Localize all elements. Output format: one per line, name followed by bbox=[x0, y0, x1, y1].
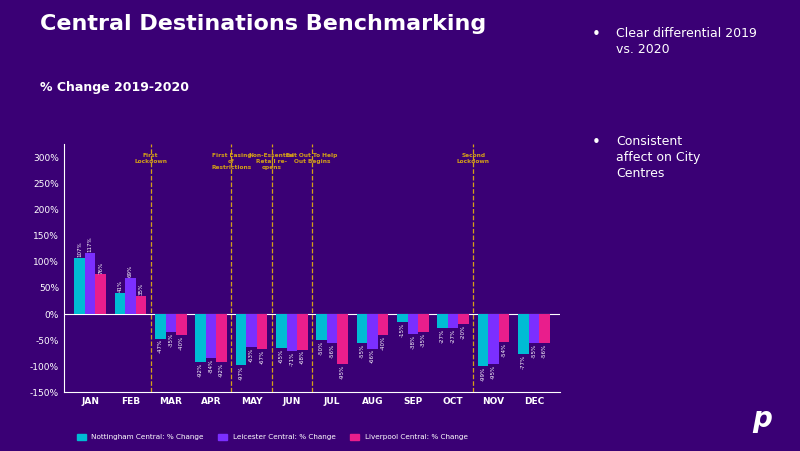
Text: Clear differential 2019
vs. 2020: Clear differential 2019 vs. 2020 bbox=[616, 27, 757, 56]
Text: -66%: -66% bbox=[370, 349, 375, 364]
Legend: Nottingham Central: % Change, Leicester Central: % Change, Liverpool Central: % : Nottingham Central: % Change, Leicester … bbox=[74, 431, 470, 443]
Text: -55%: -55% bbox=[359, 344, 365, 358]
Text: -35%: -35% bbox=[421, 333, 426, 347]
Text: -84%: -84% bbox=[209, 359, 214, 373]
Text: -40%: -40% bbox=[381, 336, 386, 350]
Text: -56%: -56% bbox=[330, 344, 334, 358]
Text: -95%: -95% bbox=[491, 364, 496, 378]
Bar bbox=[276, 314, 286, 348]
Text: Non-Essential
Retail re-
opens: Non-Essential Retail re- opens bbox=[249, 153, 294, 170]
Bar bbox=[338, 314, 348, 364]
Text: % Change 2019-2020: % Change 2019-2020 bbox=[40, 81, 189, 94]
Text: -63%: -63% bbox=[249, 348, 254, 362]
Bar bbox=[126, 278, 136, 314]
Text: -77%: -77% bbox=[521, 355, 526, 369]
Bar bbox=[236, 314, 246, 365]
Text: 107%: 107% bbox=[78, 242, 82, 258]
Text: -15%: -15% bbox=[400, 322, 405, 337]
Text: -35%: -35% bbox=[168, 333, 174, 347]
Text: -38%: -38% bbox=[410, 335, 415, 349]
Text: -40%: -40% bbox=[179, 336, 184, 350]
Text: -99%: -99% bbox=[481, 367, 486, 381]
Bar bbox=[478, 314, 488, 366]
Text: -67%: -67% bbox=[259, 350, 265, 364]
Bar bbox=[397, 314, 407, 322]
Text: -50%: -50% bbox=[319, 341, 324, 355]
Text: •: • bbox=[592, 135, 601, 150]
Bar bbox=[246, 314, 257, 347]
Bar bbox=[529, 314, 539, 343]
Text: -95%: -95% bbox=[340, 364, 345, 378]
Bar bbox=[286, 314, 297, 351]
Bar bbox=[297, 314, 307, 350]
Text: Central Destinations Benchmarking: Central Destinations Benchmarking bbox=[40, 14, 486, 33]
Text: -65%: -65% bbox=[279, 349, 284, 363]
Bar bbox=[407, 314, 418, 334]
Text: -97%: -97% bbox=[238, 365, 243, 380]
Bar bbox=[438, 314, 448, 328]
Bar bbox=[498, 314, 509, 342]
Bar bbox=[115, 293, 126, 314]
Bar bbox=[257, 314, 267, 349]
Text: Second
Lockdown: Second Lockdown bbox=[457, 153, 490, 164]
Bar bbox=[367, 314, 378, 349]
Bar bbox=[357, 314, 367, 343]
Text: First
Lockdown: First Lockdown bbox=[134, 153, 167, 164]
Bar bbox=[206, 314, 217, 358]
Bar bbox=[155, 314, 166, 339]
Text: -27%: -27% bbox=[450, 329, 456, 343]
Text: -55%: -55% bbox=[531, 344, 536, 358]
Bar bbox=[518, 314, 529, 354]
Bar bbox=[195, 314, 206, 362]
Bar bbox=[85, 253, 95, 314]
Text: 41%: 41% bbox=[118, 280, 122, 292]
Bar bbox=[95, 274, 106, 314]
Text: -54%: -54% bbox=[502, 343, 506, 357]
Text: First Easing
of
Restrictions: First Easing of Restrictions bbox=[211, 153, 251, 170]
Text: 35%: 35% bbox=[138, 283, 143, 295]
Bar bbox=[378, 314, 388, 335]
Bar bbox=[458, 314, 469, 324]
Text: Eat Out To Help
Out Begins: Eat Out To Help Out Begins bbox=[286, 153, 338, 164]
Text: Consistent
affect on City
Centres: Consistent affect on City Centres bbox=[616, 135, 700, 180]
Bar bbox=[176, 314, 186, 335]
Bar bbox=[166, 314, 176, 332]
Text: -56%: -56% bbox=[542, 344, 546, 358]
Bar bbox=[448, 314, 458, 328]
Bar bbox=[418, 314, 429, 332]
Bar bbox=[317, 314, 327, 340]
Text: 69%: 69% bbox=[128, 265, 133, 277]
Text: -27%: -27% bbox=[440, 329, 445, 343]
Bar bbox=[488, 314, 498, 364]
Text: 117%: 117% bbox=[88, 236, 93, 252]
Text: -71%: -71% bbox=[290, 352, 294, 366]
Text: •: • bbox=[592, 27, 601, 42]
Text: -92%: -92% bbox=[198, 363, 203, 377]
Text: -92%: -92% bbox=[219, 363, 224, 377]
Text: 76%: 76% bbox=[98, 262, 103, 274]
Text: -68%: -68% bbox=[300, 350, 305, 364]
Text: -20%: -20% bbox=[461, 325, 466, 340]
Bar bbox=[539, 314, 550, 343]
Bar bbox=[217, 314, 227, 362]
Text: -47%: -47% bbox=[158, 339, 163, 354]
Bar bbox=[327, 314, 338, 343]
Bar bbox=[74, 258, 85, 314]
Text: p: p bbox=[752, 405, 772, 433]
Bar bbox=[136, 296, 146, 314]
